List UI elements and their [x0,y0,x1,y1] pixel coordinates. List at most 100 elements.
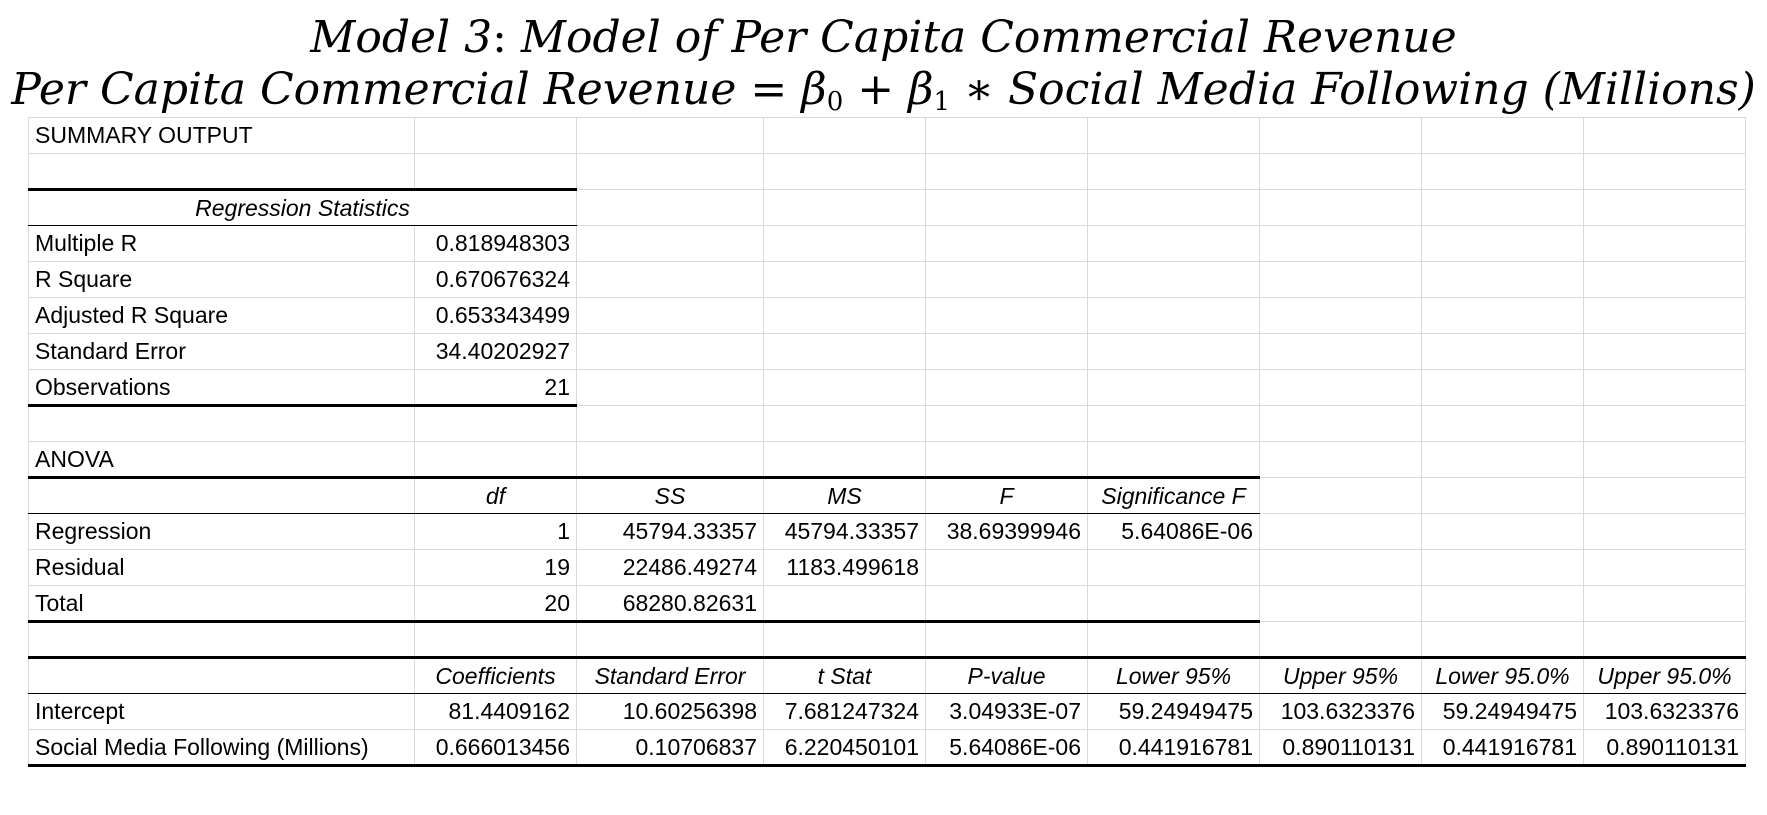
cell[interactable] [1421,333,1584,370]
anova-ms[interactable] [763,585,926,623]
anova-significance-f[interactable] [1087,585,1260,623]
cell[interactable] [763,117,926,154]
coef-value[interactable]: 0.441916781 [1087,729,1260,767]
cell[interactable] [1087,225,1260,262]
coef-col-lower-95[interactable]: Lower 95% [1087,657,1260,694]
anova-row-label[interactable]: Residual [28,549,415,586]
cell[interactable] [576,225,764,262]
coef-value[interactable]: 0.890110131 [1583,729,1746,767]
cell[interactable] [1583,621,1746,659]
cell[interactable] [1583,333,1746,370]
coef-value[interactable]: 5.64086E-06 [925,729,1088,767]
cell[interactable] [763,405,926,442]
anova-ss[interactable]: 45794.33357 [576,513,764,550]
cell[interactable] [1259,261,1422,298]
anova-f[interactable] [925,549,1088,586]
cell[interactable] [1421,405,1584,442]
cell[interactable] [28,657,415,694]
coef-value[interactable]: 0.666013456 [414,729,577,767]
anova-f[interactable] [925,585,1088,623]
cell[interactable] [1583,513,1746,550]
coef-value[interactable]: 0.441916781 [1421,729,1584,767]
coef-row-label[interactable]: Intercept [28,693,415,730]
stat-value[interactable]: 0.670676324 [414,261,577,298]
cell[interactable] [1583,369,1746,406]
anova-df[interactable]: 1 [414,513,577,550]
cell[interactable] [925,225,1088,262]
cell[interactable] [763,153,926,190]
anova-col-ss[interactable]: SS [576,477,764,514]
cell[interactable] [1087,405,1260,442]
cell[interactable] [414,441,577,479]
cell[interactable] [1583,549,1746,586]
cell[interactable] [1087,189,1260,226]
stat-value[interactable]: 0.818948303 [414,225,577,262]
cell[interactable] [1421,585,1584,622]
cell[interactable] [1421,225,1584,262]
anova-col-significance-f[interactable]: Significance F [1087,477,1260,514]
cell[interactable] [1087,621,1260,659]
coef-value[interactable]: 59.24949475 [1421,693,1584,730]
cell[interactable] [576,297,764,334]
cell[interactable] [576,189,764,226]
cell[interactable] [1421,549,1584,586]
cell[interactable] [1421,441,1584,478]
cell[interactable] [1421,261,1584,298]
coef-row-label[interactable]: Social Media Following (Millions) [28,729,415,767]
cell[interactable] [414,405,577,442]
cell[interactable] [414,117,577,154]
cell[interactable] [925,621,1088,659]
cell[interactable] [1583,261,1746,298]
coef-col-upper-95[interactable]: Upper 95% [1259,657,1422,694]
cell[interactable] [1259,153,1422,190]
stat-label[interactable]: R Square [28,261,415,298]
coef-col-p-value[interactable]: P-value [925,657,1088,694]
cell[interactable] [1583,405,1746,442]
coef-value[interactable]: 59.24949475 [1087,693,1260,730]
cell[interactable] [925,297,1088,334]
anova-row-label[interactable]: Total [28,585,415,623]
cell[interactable] [1259,297,1422,334]
coef-value[interactable]: 103.6323376 [1259,693,1422,730]
coef-col-upper-95-0[interactable]: Upper 95.0% [1583,657,1746,694]
cell[interactable] [1259,477,1422,514]
cell[interactable] [1259,225,1422,262]
coef-value[interactable]: 0.10706837 [576,729,764,767]
cell[interactable] [414,153,577,191]
cell[interactable] [1087,369,1260,406]
anova-row-label[interactable]: Regression [28,513,415,550]
coef-col-t-stat[interactable]: t Stat [763,657,926,694]
coef-col-coefficients[interactable]: Coefficients [414,657,577,694]
coef-value[interactable]: 3.04933E-07 [925,693,1088,730]
cell[interactable] [1421,621,1584,659]
cell[interactable] [1087,297,1260,334]
cell[interactable] [1259,189,1422,226]
stat-label[interactable]: Standard Error [28,333,415,370]
coef-col-lower-95-0[interactable]: Lower 95.0% [1421,657,1584,694]
cell[interactable] [1421,513,1584,550]
cell[interactable] [1583,153,1746,190]
cell[interactable] [1259,585,1422,622]
coef-value[interactable]: 103.6323376 [1583,693,1746,730]
cell[interactable] [1421,477,1584,514]
cell[interactable] [576,369,764,406]
cell[interactable] [925,369,1088,406]
cell[interactable] [28,405,415,442]
cell[interactable] [763,621,926,659]
cell[interactable] [1259,513,1422,550]
cell[interactable] [1087,153,1260,190]
cell[interactable] [925,441,1088,479]
cell[interactable] [1583,297,1746,334]
cell[interactable] [1583,585,1746,622]
cell[interactable] [1259,621,1422,659]
cell[interactable] [925,261,1088,298]
anova-significance-f[interactable]: 5.64086E-06 [1087,513,1260,550]
stat-value[interactable]: 21 [414,369,577,407]
cell[interactable] [763,333,926,370]
cell[interactable] [763,261,926,298]
cell[interactable] [1421,153,1584,190]
anova-f[interactable]: 38.69399946 [925,513,1088,550]
cell[interactable] [576,117,764,154]
cell[interactable] [763,225,926,262]
cell[interactable] [763,441,926,479]
